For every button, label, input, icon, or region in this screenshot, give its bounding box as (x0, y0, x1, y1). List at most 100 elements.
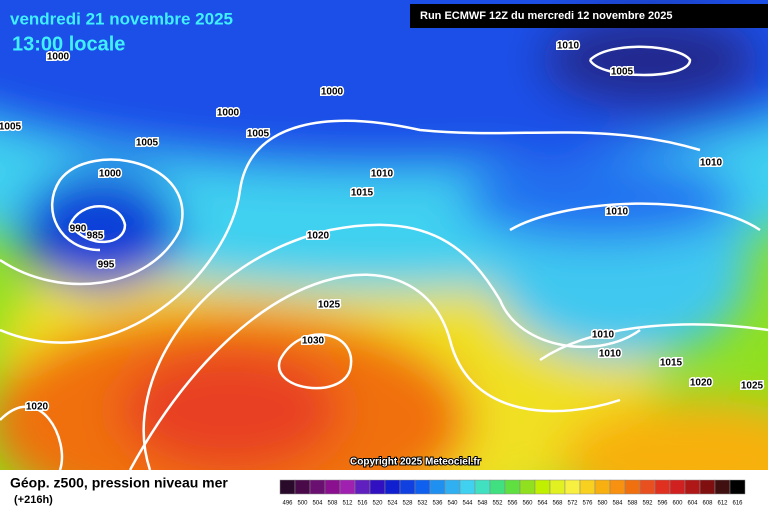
legend-label: 528 (402, 501, 413, 507)
isobar-label: 1010 (557, 41, 580, 52)
legend-label: 540 (447, 501, 458, 507)
run-info: Run ECMWF 12Z du mercredi 12 novembre 20… (420, 10, 672, 22)
legend-swatch (369, 479, 386, 495)
legend-label: 576 (582, 501, 593, 507)
legend-label: 556 (507, 501, 518, 507)
legend-swatch (504, 479, 521, 495)
isobar-label: 1000 (321, 87, 344, 98)
legend-label: 616 (732, 501, 743, 507)
isobar-label: 1005 (247, 129, 270, 140)
legend-label: 544 (462, 501, 473, 507)
run-box (410, 4, 768, 28)
legend-swatch (624, 479, 641, 495)
isobar-label: 1010 (592, 330, 615, 341)
isobar-label: 1010 (700, 158, 723, 169)
color-legend: 496 500 504 508 512 516 520 524 528 532 536 540 544 5… (279, 479, 746, 507)
legend-label: 532 (417, 501, 428, 507)
legend-label: 504 (312, 501, 323, 507)
legend-swatch (579, 479, 596, 495)
legend-swatch (699, 479, 716, 495)
isobar-label: 1010 (371, 169, 394, 180)
legend-label: 568 (552, 501, 563, 507)
legend-swatch (714, 479, 731, 495)
legend-label: 496 (282, 501, 293, 507)
legend-swatch (474, 479, 491, 495)
isobar-label: 990 (70, 224, 87, 235)
legend-label: 508 (327, 501, 338, 507)
legend-label: 516 (357, 501, 368, 507)
legend-swatch (279, 479, 296, 495)
isobar-label: 1020 (690, 378, 713, 389)
isobar-label: 1005 (0, 122, 22, 133)
legend-label: 548 (477, 501, 488, 507)
forecast-date: vendredi 21 novembre 2025 (10, 9, 233, 28)
legend-swatch (564, 479, 581, 495)
legend-label: 524 (387, 501, 398, 507)
legend-swatch (354, 479, 371, 495)
legend-swatch (594, 479, 611, 495)
legend-swatch (399, 479, 416, 495)
legend-label: 536 (432, 501, 443, 507)
legend-swatch (729, 479, 746, 495)
footer-subtitle: (+216h) (14, 494, 53, 506)
legend-swatch (669, 479, 686, 495)
isobar-label: 1025 (741, 381, 764, 392)
isobar-label: 1015 (660, 358, 683, 369)
isobar-label: 1010 (606, 207, 629, 218)
legend-label: 600 (672, 501, 683, 507)
legend-swatch (294, 479, 311, 495)
legend-label: 520 (372, 501, 383, 507)
isobar-label: 1000 (99, 169, 122, 180)
legend-swatch (414, 479, 431, 495)
legend-swatch (309, 479, 326, 495)
copyright: Copyright 2025 Meteociel.fr (350, 457, 481, 468)
isobar-label: 1015 (351, 188, 374, 199)
legend-label: 592 (642, 501, 653, 507)
legend-swatch (639, 479, 656, 495)
legend-swatch (339, 479, 356, 495)
legend-swatch (534, 479, 551, 495)
isobar-label: 1025 (318, 300, 341, 311)
isobar-label: 1030 (302, 336, 325, 347)
isobar-label: 1005 (136, 138, 159, 149)
legend-label: 588 (627, 501, 638, 507)
isobar-label: 1000 (47, 52, 70, 63)
legend-label: 512 (342, 501, 353, 507)
legend-label: 500 (297, 501, 308, 507)
legend-swatch (609, 479, 626, 495)
legend-swatch (519, 479, 536, 495)
isobar-label: 1020 (307, 231, 330, 242)
legend-label: 560 (522, 501, 533, 507)
isobar-label: 1000 (217, 108, 240, 119)
legend-label: 572 (567, 501, 578, 507)
isobar-label: 985 (87, 231, 104, 242)
legend-swatch (684, 479, 701, 495)
legend-label: 596 (657, 501, 668, 507)
legend-swatch (429, 479, 446, 495)
legend-label: 612 (717, 501, 728, 507)
isobars (0, 45, 768, 471)
legend-swatch (444, 479, 461, 495)
legend-swatch (549, 479, 566, 495)
legend-label: 552 (492, 501, 503, 507)
legend-label: 584 (612, 501, 623, 507)
legend-label: 604 (687, 501, 698, 507)
legend-label: 564 (537, 501, 548, 507)
isobar-label: 995 (98, 260, 115, 271)
forecast-time: 13:00 locale (12, 33, 125, 55)
footer-title: Géop. z500, pression niveau mer (10, 475, 228, 491)
isobar-label: 1010 (599, 349, 622, 360)
legend-swatch (459, 479, 476, 495)
isobar-labels: 1010 1005 1000 1000 1000 1005 1005 1005 1000 1010… (0, 39, 765, 414)
legend-swatch (489, 479, 506, 495)
legend-label: 608 (702, 501, 713, 507)
isobar-label: 1005 (611, 67, 634, 78)
legend-swatch (384, 479, 401, 495)
legend-label: 580 (597, 501, 608, 507)
legend-swatch (324, 479, 341, 495)
legend-swatch (654, 479, 671, 495)
isobar-label: 1020 (26, 402, 49, 413)
